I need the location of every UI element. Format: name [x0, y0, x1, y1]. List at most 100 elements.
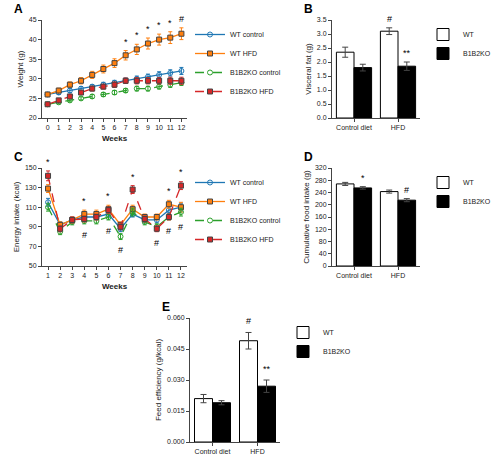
svg-text:240: 240 — [315, 189, 327, 196]
svg-text:Weeks: Weeks — [102, 134, 128, 143]
svg-text:7: 7 — [119, 272, 123, 279]
svg-text:320: 320 — [315, 164, 327, 171]
svg-text:0.045: 0.045 — [167, 345, 185, 352]
svg-text:12: 12 — [178, 124, 186, 131]
svg-text:6: 6 — [107, 272, 111, 279]
svg-text:B1B2KO control: B1B2KO control — [230, 69, 281, 76]
svg-text:B1B2KO: B1B2KO — [463, 198, 491, 205]
svg-text:E: E — [162, 300, 170, 314]
svg-text:A: A — [14, 2, 23, 16]
svg-text:40: 40 — [319, 250, 327, 257]
svg-text:B: B — [304, 2, 313, 16]
svg-text:45: 45 — [29, 16, 37, 23]
svg-text:280: 280 — [315, 177, 327, 184]
svg-text:200: 200 — [315, 201, 327, 208]
svg-text:*: * — [157, 20, 161, 30]
svg-text:0.030: 0.030 — [167, 376, 185, 383]
svg-text:Weeks: Weeks — [102, 282, 128, 291]
svg-text:#: # — [118, 245, 123, 255]
svg-text:5: 5 — [101, 124, 105, 131]
svg-text:*: * — [124, 37, 128, 47]
svg-text:*: * — [361, 173, 365, 183]
svg-text:1.5: 1.5 — [317, 72, 327, 79]
svg-text:3.0: 3.0 — [317, 30, 327, 37]
svg-text:0.000: 0.000 — [167, 438, 185, 445]
svg-text:1.0: 1.0 — [317, 86, 327, 93]
svg-text:2.0: 2.0 — [317, 58, 327, 65]
svg-text:*: * — [135, 30, 139, 40]
svg-text:4: 4 — [90, 124, 94, 131]
svg-text:**: ** — [403, 48, 411, 58]
svg-text:B1B2KO: B1B2KO — [323, 348, 351, 355]
svg-text:Control diet: Control diet — [336, 124, 372, 131]
svg-text:50: 50 — [29, 262, 37, 269]
svg-text:160: 160 — [315, 213, 327, 220]
svg-text:HFD: HFD — [391, 272, 405, 279]
svg-text:B1B2KO HFD: B1B2KO HFD — [230, 88, 274, 95]
svg-text:2: 2 — [68, 124, 72, 131]
svg-text:HFD: HFD — [391, 124, 405, 131]
svg-text:0: 0 — [323, 262, 327, 269]
svg-text:#: # — [106, 226, 111, 236]
svg-text:Control diet: Control diet — [195, 448, 231, 455]
svg-text:2.5: 2.5 — [317, 44, 327, 51]
svg-text:*: * — [168, 18, 172, 28]
svg-text:#: # — [166, 226, 171, 236]
svg-text:10: 10 — [153, 272, 161, 279]
svg-text:B1B2KO HFD: B1B2KO HFD — [230, 236, 274, 243]
svg-text:Weight (g): Weight (g) — [16, 50, 25, 87]
svg-text:B1B2KO: B1B2KO — [463, 50, 491, 57]
svg-text:WT control: WT control — [230, 31, 264, 38]
svg-text:4: 4 — [82, 272, 86, 279]
svg-text:Visceral fat (g): Visceral fat (g) — [304, 43, 313, 95]
svg-text:30: 30 — [29, 75, 37, 82]
svg-text:#: # — [387, 14, 392, 24]
svg-text:#: # — [246, 316, 251, 326]
svg-text:9: 9 — [143, 272, 147, 279]
svg-text:10: 10 — [155, 124, 163, 131]
svg-text:1: 1 — [46, 272, 50, 279]
svg-text:0: 0 — [46, 124, 50, 131]
svg-text:90: 90 — [29, 223, 37, 230]
svg-text:150: 150 — [25, 164, 37, 171]
svg-text:12: 12 — [177, 272, 185, 279]
svg-text:WT: WT — [463, 179, 475, 186]
svg-text:*: * — [146, 24, 150, 34]
svg-text:7: 7 — [124, 124, 128, 131]
svg-text:11: 11 — [165, 272, 172, 279]
svg-text:WT control: WT control — [230, 179, 264, 186]
svg-text:130: 130 — [25, 184, 37, 191]
svg-text:HFD: HFD — [250, 448, 264, 455]
svg-text:WT HFD: WT HFD — [230, 50, 257, 57]
svg-text:**: ** — [263, 364, 271, 374]
svg-text:70: 70 — [29, 243, 37, 250]
svg-text:5: 5 — [94, 272, 98, 279]
svg-text:8: 8 — [131, 272, 135, 279]
svg-text:0.5: 0.5 — [317, 100, 327, 107]
svg-text:25: 25 — [29, 95, 37, 102]
svg-text:80: 80 — [319, 238, 327, 245]
svg-text:0.0: 0.0 — [317, 114, 327, 121]
svg-text:*: * — [179, 167, 183, 177]
svg-text:3: 3 — [70, 272, 74, 279]
svg-text:#: # — [82, 230, 87, 240]
svg-text:1: 1 — [57, 124, 61, 131]
svg-text:#: # — [179, 14, 184, 24]
svg-text:3.5: 3.5 — [317, 16, 327, 23]
svg-text:*: * — [106, 191, 110, 201]
svg-text:8: 8 — [135, 124, 139, 131]
svg-text:#: # — [404, 185, 409, 195]
svg-text:40: 40 — [29, 36, 37, 43]
svg-text:6: 6 — [113, 124, 117, 131]
svg-text:#: # — [178, 222, 183, 232]
svg-text:Energy intake (kcal): Energy intake (kcal) — [12, 181, 21, 252]
svg-text:110: 110 — [25, 204, 36, 211]
svg-text:Control diet: Control diet — [336, 272, 372, 279]
svg-text:3: 3 — [79, 124, 83, 131]
svg-text:120: 120 — [315, 226, 327, 233]
svg-text:*: * — [167, 186, 171, 196]
svg-text:0.015: 0.015 — [167, 407, 185, 414]
svg-text:WT: WT — [323, 329, 335, 336]
svg-text:Cumulative food intake (g): Cumulative food intake (g) — [302, 170, 311, 264]
svg-text:*: * — [46, 157, 50, 167]
